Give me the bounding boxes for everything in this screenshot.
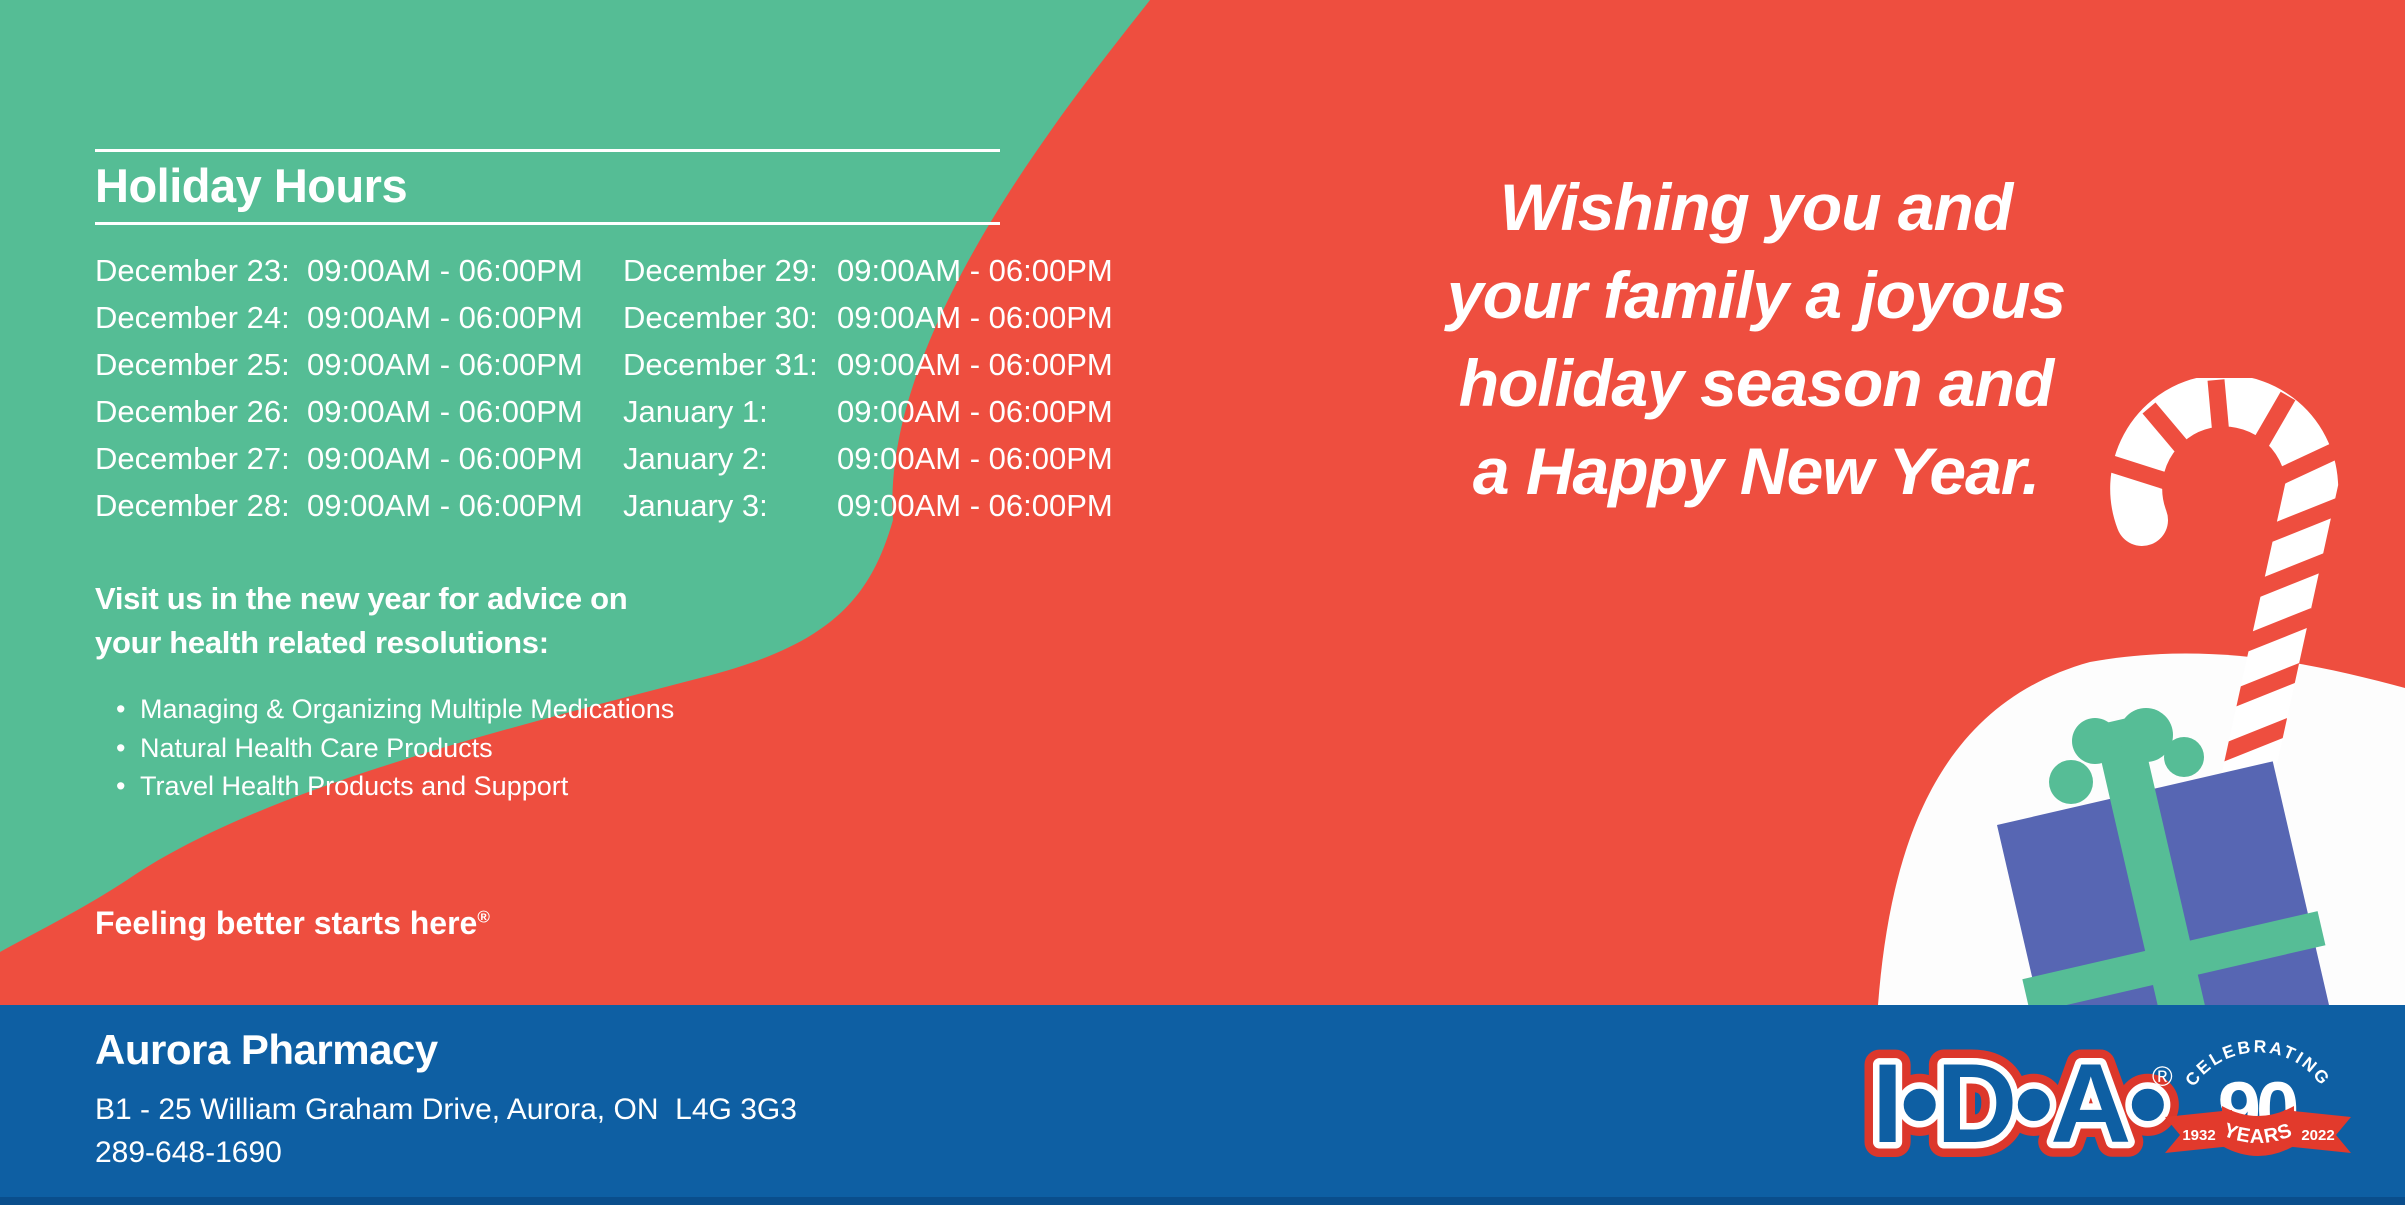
list-item-text: Travel Health Products and Support (140, 771, 569, 801)
hours-time: 09:00AM - 06:00PM (837, 394, 1113, 429)
list-item: • Natural Health Care Products (95, 729, 674, 768)
greeting-line-2: your family a joyous (1446, 258, 2066, 332)
store-name: Aurora Pharmacy (95, 1026, 438, 1073)
ida-logo: I•D•A• I•D•A• I•D•A• ® (1857, 1026, 2183, 1181)
hours-list-right: December 29: 09:00AM - 06:00PM December … (623, 247, 1113, 529)
hours-row: December 26: 09:00AM - 06:00PM (95, 388, 583, 435)
hours-row: January 1: 09:00AM - 06:00PM (623, 388, 1113, 435)
ida-logo-text: I•D•A• (1872, 1041, 2165, 1166)
holiday-hours-header: Holiday Hours (95, 149, 1000, 225)
hours-row: December 27: 09:00AM - 06:00PM (95, 435, 583, 482)
hours-time: 09:00AM - 06:00PM (837, 300, 1113, 335)
hours-date: December 30: (623, 300, 818, 335)
hours-row: December 30: 09:00AM - 06:00PM (623, 294, 1113, 341)
greeting-line-3: holiday season and (1458, 346, 2055, 420)
hours-row: December 23: 09:00AM - 06:00PM (95, 247, 583, 294)
advice-line-1: Visit us in the new year for advice on (95, 581, 628, 616)
list-item-text: Managing & Organizing Multiple Medicatio… (140, 694, 675, 724)
list-item: • Managing & Organizing Multiple Medicat… (95, 690, 674, 729)
hours-row: January 3: 09:00AM - 06:00PM (623, 482, 1113, 529)
greeting-line-4: a Happy New Year. (1472, 434, 2040, 508)
hours-time: 09:00AM - 06:00PM (837, 441, 1113, 476)
bullet-icon: • (116, 732, 126, 763)
hours-time: 09:00AM - 06:00PM (307, 488, 583, 523)
hours-date: January 2: (623, 441, 768, 476)
footer-bar (0, 1005, 2405, 1205)
hours-time: 09:00AM - 06:00PM (307, 441, 583, 476)
hours-date: December 26: (95, 394, 290, 429)
tagline-text: Feeling better starts here (95, 905, 478, 941)
hours-row: December 25: 09:00AM - 06:00PM (95, 341, 583, 388)
greeting-line-1: Wishing you and (1499, 170, 2013, 244)
hours-row: December 29: 09:00AM - 06:00PM (623, 247, 1113, 294)
bullet-icon: • (116, 694, 126, 724)
gift-box-icon (1996, 715, 2332, 1079)
badge-end-year: 2022 (2301, 1127, 2334, 1144)
hours-row: December 24: 09:00AM - 06:00PM (95, 294, 583, 341)
list-item-text: Natural Health Care Products (140, 732, 493, 763)
green-panel-shape (0, 0, 1150, 952)
advice-line-2: your health related resolutions: (95, 625, 549, 660)
hours-date: December 23: (95, 253, 290, 288)
resolutions-list: • Managing & Organizing Multiple Medicat… (95, 690, 674, 806)
ida-logo-outline-red: I•D•A• (1872, 1041, 2165, 1166)
hours-time: 09:00AM - 06:00PM (307, 347, 583, 382)
hours-time: 09:00AM - 06:00PM (307, 394, 583, 429)
hours-date: January 3: (623, 488, 768, 523)
badge-ribbon (2165, 1106, 2351, 1156)
candy-cane-icon (2080, 378, 2402, 808)
badge-start-year: 1932 (2182, 1127, 2215, 1144)
hours-time: 09:00AM - 06:00PM (837, 253, 1113, 288)
holiday-hours-title: Holiday Hours (95, 159, 408, 212)
store-address: B1 - 25 William Graham Drive, Aurora, ON… (95, 1093, 797, 1126)
hours-date: December 24: (95, 300, 290, 335)
brand-tagline: Feeling better starts here® (95, 905, 490, 942)
hours-list-left: December 23: 09:00AM - 06:00PM December … (95, 247, 583, 529)
bullet-icon: • (116, 771, 126, 801)
hours-row: December 31: 09:00AM - 06:00PM (623, 341, 1113, 388)
list-item: • Travel Health Products and Support (95, 767, 674, 806)
hours-row: December 28: 09:00AM - 06:00PM (95, 482, 583, 529)
hours-date: December 29: (623, 253, 818, 288)
hours-date: December 25: (95, 347, 290, 382)
advice-heading: Visit us in the new year for advice on y… (95, 577, 628, 665)
gift-bow-icon (2049, 708, 2204, 804)
store-phone: 289-648-1690 (95, 1136, 282, 1169)
ida-logo-registered-mark: ® (2152, 1061, 2173, 1092)
hours-date: December 28: (95, 488, 290, 523)
footer-bottom-edge (0, 1197, 2405, 1205)
ida-logo-outline-white: I•D•A• (1872, 1041, 2165, 1166)
hours-time: 09:00AM - 06:00PM (837, 347, 1113, 382)
hours-time: 09:00AM - 06:00PM (837, 488, 1113, 523)
tagline-registered-mark: ® (477, 907, 490, 927)
hours-date: December 27: (95, 441, 290, 476)
holiday-greeting: Wishing you and your family a joyous hol… (1390, 163, 2122, 515)
hours-time: 09:00AM - 06:00PM (307, 253, 583, 288)
hours-row: January 2: 09:00AM - 06:00PM (623, 435, 1113, 482)
hours-date: January 1: (623, 394, 768, 429)
hours-time: 09:00AM - 06:00PM (307, 300, 583, 335)
hours-date: December 31: (623, 347, 818, 382)
